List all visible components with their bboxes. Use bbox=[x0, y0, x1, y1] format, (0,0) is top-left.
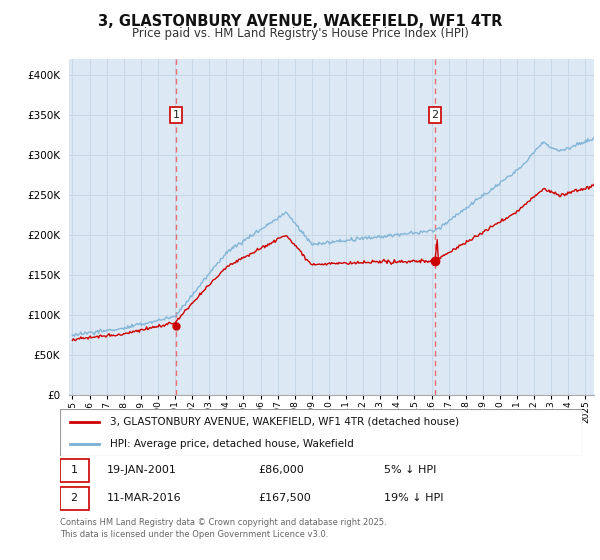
Text: 19-JAN-2001: 19-JAN-2001 bbox=[107, 465, 177, 475]
Text: 3, GLASTONBURY AVENUE, WAKEFIELD, WF1 4TR: 3, GLASTONBURY AVENUE, WAKEFIELD, WF1 4T… bbox=[98, 14, 502, 29]
FancyBboxPatch shape bbox=[60, 487, 89, 510]
Text: 2: 2 bbox=[431, 110, 439, 120]
Text: HPI: Average price, detached house, Wakefield: HPI: Average price, detached house, Wake… bbox=[110, 438, 353, 449]
Text: Contains HM Land Registry data © Crown copyright and database right 2025.
This d: Contains HM Land Registry data © Crown c… bbox=[60, 518, 386, 539]
Text: 19% ↓ HPI: 19% ↓ HPI bbox=[383, 493, 443, 503]
FancyBboxPatch shape bbox=[60, 409, 582, 456]
Text: 11-MAR-2016: 11-MAR-2016 bbox=[107, 493, 182, 503]
Text: £167,500: £167,500 bbox=[259, 493, 311, 503]
Text: 1: 1 bbox=[71, 465, 77, 475]
Text: 3, GLASTONBURY AVENUE, WAKEFIELD, WF1 4TR (detached house): 3, GLASTONBURY AVENUE, WAKEFIELD, WF1 4T… bbox=[110, 417, 459, 427]
Text: Price paid vs. HM Land Registry's House Price Index (HPI): Price paid vs. HM Land Registry's House … bbox=[131, 27, 469, 40]
Text: 1: 1 bbox=[172, 110, 179, 120]
Text: 5% ↓ HPI: 5% ↓ HPI bbox=[383, 465, 436, 475]
Text: 2: 2 bbox=[71, 493, 77, 503]
FancyBboxPatch shape bbox=[60, 459, 89, 482]
Text: £86,000: £86,000 bbox=[259, 465, 304, 475]
